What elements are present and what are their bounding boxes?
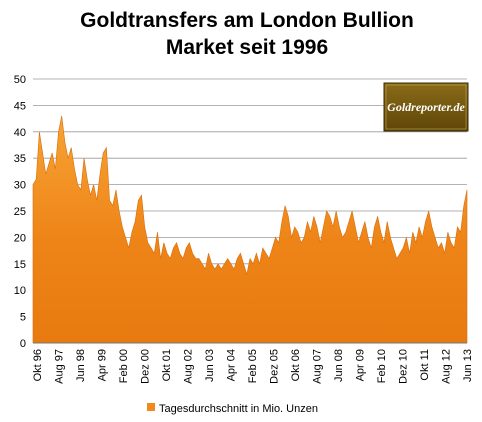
x-tick-label: Aug 97 — [54, 349, 66, 384]
x-tick-label: Dez 05 — [269, 349, 281, 384]
x-tick-label: Jun 98 — [75, 349, 87, 382]
y-tick-label: 5 — [20, 312, 26, 324]
x-axis-ticks: Okt 96 Aug 97 Jun 98 Apr 99 Feb 00 Dez 00 Okt … — [32, 349, 474, 384]
x-tick-label: Aug 12 — [441, 349, 453, 384]
y-tick-label: 0 — [20, 338, 26, 350]
y-tick-label: 15 — [14, 259, 26, 271]
x-tick-label: Okt 96 — [32, 349, 44, 381]
x-tick-label: Aug 07 — [312, 349, 324, 384]
logo-background — [383, 82, 469, 132]
x-tick-label: Dez 10 — [398, 349, 410, 384]
y-tick-label: 20 — [14, 232, 26, 244]
y-tick-label: 30 — [14, 180, 26, 192]
area-series — [32, 115, 468, 344]
legend: Tagesdurchschnitt in Mio. Unzen — [147, 403, 318, 415]
area-fill — [32, 115, 468, 344]
y-tick-label: 10 — [14, 285, 26, 297]
y-tick-label: 35 — [14, 153, 26, 165]
y-tick-label: 45 — [14, 100, 26, 112]
logo-border — [385, 84, 467, 130]
legend-swatch — [147, 403, 155, 411]
x-tick-label: Apr 99 — [97, 349, 109, 381]
y-tick-label: 25 — [14, 206, 26, 218]
x-tick-label: Apr 04 — [226, 349, 238, 381]
x-tick-label: Okt 01 — [161, 349, 173, 381]
x-tick-label: Feb 10 — [376, 349, 388, 383]
chart-title-line1: Goldtransfers am London Bullion — [80, 9, 414, 32]
x-tick-label: Jun 13 — [462, 349, 474, 382]
x-tick-label: Feb 00 — [118, 349, 130, 383]
x-tick-label: Feb 05 — [247, 349, 259, 383]
y-axis-ticks: 0 5 10 15 20 25 30 35 40 45 50 — [14, 74, 26, 350]
x-tick-label: Apr 09 — [355, 349, 367, 381]
x-tick-label: Jun 03 — [204, 349, 216, 382]
x-tick-label: Jun 08 — [333, 349, 345, 382]
y-tick-label: 50 — [14, 74, 26, 86]
logo-text: Goldreporter.de — [387, 100, 465, 114]
x-tick-label: Dez 00 — [140, 349, 152, 384]
x-tick-label: Aug 02 — [183, 349, 195, 384]
logo: Goldreporter.de — [383, 82, 469, 132]
x-tick-label: Okt 11 — [419, 349, 431, 381]
legend-label: Tagesdurchschnitt in Mio. Unzen — [159, 403, 318, 415]
y-tick-label: 40 — [14, 127, 26, 139]
chart-title-line2: Market seit 1996 — [166, 36, 328, 59]
x-tick-label: Okt 06 — [290, 349, 302, 381]
